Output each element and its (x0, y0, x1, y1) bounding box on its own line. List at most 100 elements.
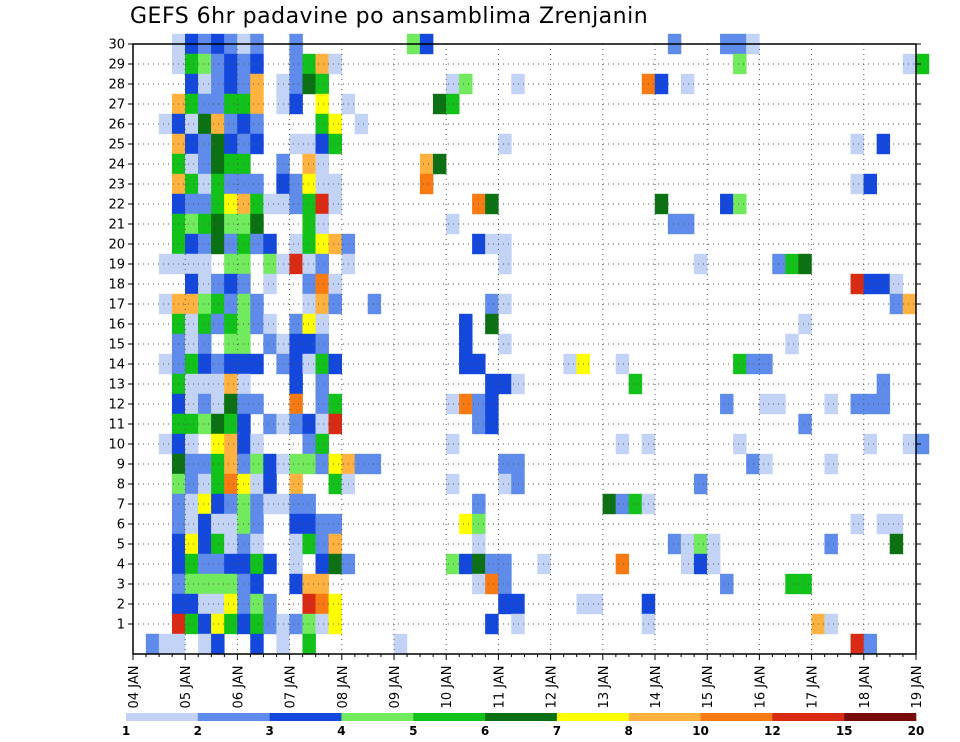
precip-cell (315, 513, 329, 535)
precip-cell (250, 573, 264, 595)
precip-cell (198, 113, 212, 135)
precip-cell (158, 113, 173, 135)
precip-cell (211, 193, 225, 215)
precip-cell (302, 313, 316, 335)
precip-cell (798, 413, 812, 435)
precip-cell (185, 293, 199, 315)
precip-cell (446, 93, 460, 115)
precip-cell (485, 233, 499, 255)
precip-cell (902, 433, 917, 455)
precip-cell (511, 593, 525, 615)
precip-cell (315, 53, 329, 75)
precip-cell (263, 473, 277, 495)
precip-cell (224, 233, 238, 255)
precip-cell (211, 313, 225, 335)
precip-cell (315, 533, 329, 555)
precip-cell (315, 413, 329, 435)
colorbar-swatch (844, 713, 917, 721)
precip-cell (302, 53, 316, 75)
precip-cell (185, 433, 199, 455)
precip-cell (211, 113, 225, 135)
precip-cell (185, 113, 199, 135)
precip-cell (328, 613, 342, 635)
x-tick-label: 10 JAN (440, 666, 455, 709)
precip-cell (446, 473, 460, 495)
precip-cell (459, 353, 473, 375)
precip-cell (915, 53, 930, 75)
precip-cell (354, 453, 369, 475)
colorbar-label: 6 (481, 724, 489, 738)
precip-cell (198, 453, 212, 475)
precip-cell (211, 133, 225, 155)
precip-cell (889, 513, 904, 535)
precip-cell (185, 533, 199, 555)
precip-cell (863, 633, 878, 655)
precip-cell (863, 433, 878, 455)
y-tick-label: 10 (108, 438, 125, 453)
precip-cell (263, 493, 277, 515)
precip-cell (798, 313, 812, 335)
precip-cell (315, 273, 329, 295)
precip-cell (328, 393, 342, 415)
precip-cell (315, 573, 329, 595)
x-tick-label: 12 JAN (545, 666, 560, 709)
precip-cell (615, 553, 630, 575)
precip-cell (289, 393, 303, 415)
colorbar-label: 3 (265, 724, 273, 738)
precip-cell (485, 313, 499, 335)
precip-cell (302, 493, 316, 515)
precip-cell (224, 53, 238, 75)
precip-cell (250, 433, 264, 455)
y-tick-label: 5 (117, 538, 125, 553)
precip-cell (250, 513, 264, 535)
precip-cell (263, 313, 277, 335)
precip-cell (263, 253, 277, 275)
precip-cell (328, 113, 342, 135)
precip-cell (889, 533, 904, 555)
precip-cell (211, 393, 225, 415)
precip-cell (224, 473, 238, 495)
x-tick-label: 08 JAN (336, 666, 351, 709)
colorbar-label: 5 (409, 724, 417, 738)
precip-cell (211, 593, 225, 615)
precip-cell (250, 173, 264, 195)
precip-cell (863, 393, 878, 415)
y-tick-label: 13 (108, 378, 125, 393)
y-tick-label: 16 (108, 318, 125, 333)
precip-cell (459, 513, 473, 535)
colorbar-label: 15 (836, 724, 853, 738)
precip-cell (211, 473, 225, 495)
precip-cell (224, 293, 238, 315)
precip-cell (733, 433, 747, 455)
precip-cell (485, 373, 499, 395)
x-tick-label: 07 JAN (284, 666, 299, 709)
precip-cell (824, 533, 838, 555)
precip-cell (446, 553, 460, 575)
precip-cell (224, 133, 238, 155)
precip-cell (863, 173, 878, 195)
precip-cell (733, 353, 747, 375)
precip-cell (328, 473, 342, 495)
precip-cell (367, 453, 382, 475)
precip-cell (302, 613, 316, 635)
precip-cell (850, 273, 864, 295)
precip-cell (302, 193, 316, 215)
precip-cell (263, 613, 277, 635)
precip-cell (302, 593, 316, 615)
precip-cell (289, 613, 303, 635)
precip-cell (250, 493, 264, 515)
precip-cell (211, 93, 225, 115)
precip-cell (250, 453, 264, 475)
precip-cell (393, 633, 408, 655)
precip-cell (198, 133, 212, 155)
precip-cell (211, 553, 225, 575)
precip-cell (498, 253, 512, 275)
precip-cell (328, 233, 342, 255)
colorbar-swatch (628, 713, 701, 721)
precip-cell (250, 113, 264, 135)
precip-cell (302, 293, 316, 315)
chart-title: GEFS 6hr padavine po ansamblima Zrenjani… (130, 4, 649, 29)
precip-cell (485, 393, 499, 415)
y-tick-label: 27 (108, 98, 125, 113)
